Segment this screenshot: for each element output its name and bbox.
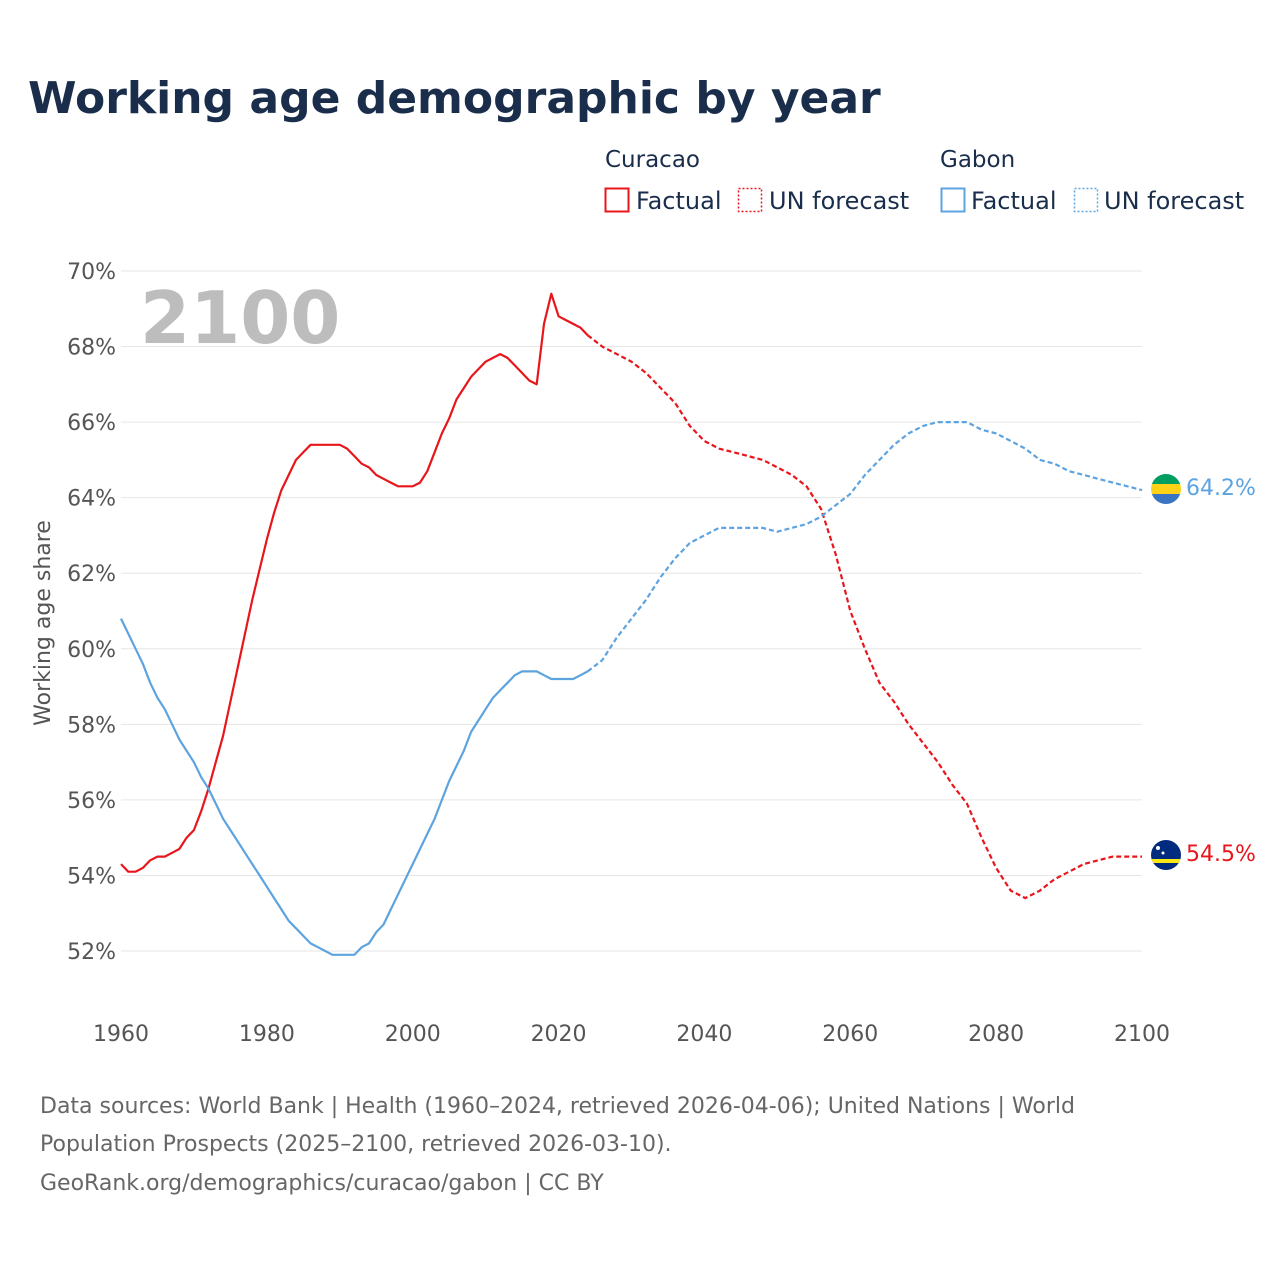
y-tick-label: 64% bbox=[67, 487, 116, 512]
end-label-curacao: 54.5% bbox=[1186, 842, 1256, 867]
source-line-2: Population Prospects (2025–2100, retriev… bbox=[40, 1132, 672, 1157]
x-tick-label: 2020 bbox=[531, 1022, 587, 1047]
y-tick-label: 56% bbox=[67, 789, 116, 814]
legend-swatch-gabon-factual bbox=[940, 187, 966, 213]
x-axis-ticks: 1960 1980 2000 2020 2040 2060 2080 2100 bbox=[93, 1022, 1170, 1047]
y-tick-label: 60% bbox=[67, 638, 116, 663]
legend-swatch-gabon-forecast bbox=[1073, 187, 1099, 213]
x-tick-label: 1960 bbox=[93, 1022, 149, 1047]
legend-swatch-curacao-forecast bbox=[737, 187, 763, 213]
y-tick-label: 58% bbox=[67, 713, 116, 738]
x-tick-label: 2060 bbox=[822, 1022, 878, 1047]
y-axis-ticks: 52% 54% 56% 58% 60% 62% 64% 66% 68% 70% bbox=[67, 260, 116, 965]
x-tick-label: 2000 bbox=[385, 1022, 441, 1047]
gridlines bbox=[121, 270, 1142, 952]
y-tick-label: 68% bbox=[67, 336, 116, 361]
series-line-curacao-factual bbox=[120, 292, 589, 873]
legend-label-curacao-factual: Factual bbox=[636, 187, 722, 215]
gabon-flag-icon bbox=[1151, 474, 1181, 504]
series-line-gabon-factual bbox=[120, 618, 589, 956]
y-axis-label: Working age share bbox=[31, 520, 56, 726]
credit-link[interactable]: GeoRank.org/demographics/curacao/gabon |… bbox=[40, 1171, 604, 1196]
x-tick-label: 2080 bbox=[968, 1022, 1024, 1047]
legend: Curacao Factual UN forecast Gabon Factua… bbox=[604, 147, 1244, 215]
series-line-curacao-forecast bbox=[587, 334, 1142, 900]
x-tick-label: 2100 bbox=[1114, 1022, 1170, 1047]
y-tick-label: 66% bbox=[67, 411, 116, 436]
end-label-gabon: 64.2% bbox=[1186, 476, 1256, 501]
series-lines bbox=[120, 292, 1143, 956]
y-tick-label: 70% bbox=[67, 260, 116, 285]
y-tick-label: 52% bbox=[67, 940, 116, 965]
y-tick-label: 54% bbox=[67, 864, 116, 889]
chart-title: Working age demographic by year bbox=[28, 73, 881, 124]
y-tick-label: 62% bbox=[67, 562, 116, 587]
x-tick-label: 2040 bbox=[676, 1022, 732, 1047]
legend-label-gabon-factual: Factual bbox=[971, 187, 1057, 215]
source-line-1: Data sources: World Bank | Health (1960–… bbox=[40, 1094, 1075, 1119]
legend-swatch-curacao-factual bbox=[604, 187, 630, 213]
legend-group-curacao: Curacao bbox=[605, 147, 700, 173]
legend-label-curacao-forecast: UN forecast bbox=[769, 187, 909, 215]
year-indicator: 2100 bbox=[140, 276, 340, 360]
legend-group-gabon: Gabon bbox=[940, 147, 1015, 173]
curacao-flag-icon bbox=[1151, 840, 1181, 870]
legend-label-gabon-forecast: UN forecast bbox=[1104, 187, 1244, 215]
series-line-gabon-forecast bbox=[587, 421, 1143, 673]
x-tick-label: 1980 bbox=[239, 1022, 295, 1047]
